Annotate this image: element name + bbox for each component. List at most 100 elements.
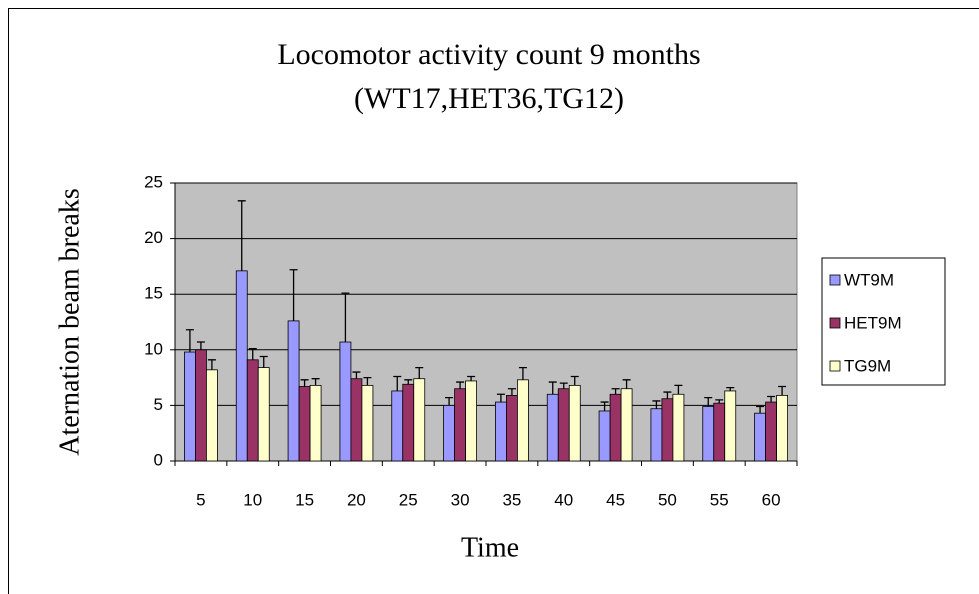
y-tick-label: 25 bbox=[144, 172, 163, 191]
legend-swatch bbox=[829, 274, 841, 286]
error-bar bbox=[300, 379, 309, 387]
error-bar bbox=[715, 399, 724, 404]
error-bar bbox=[185, 329, 194, 353]
legend-box bbox=[821, 257, 946, 386]
error-bar bbox=[456, 381, 465, 389]
bar bbox=[206, 369, 218, 462]
y-tick-label: 0 bbox=[154, 450, 163, 469]
error-bar bbox=[726, 386, 735, 391]
error-bar bbox=[496, 393, 505, 403]
error-bar bbox=[404, 379, 413, 385]
error-bar bbox=[756, 405, 765, 414]
x-tick-label: 55 bbox=[710, 490, 729, 509]
error-bar bbox=[548, 381, 557, 395]
error-bar bbox=[622, 379, 631, 389]
error-bar bbox=[467, 375, 476, 381]
error-bar bbox=[778, 385, 787, 396]
y-axis-title: Aternation beam breaks bbox=[54, 188, 85, 455]
error-bar bbox=[341, 292, 350, 343]
error-bar bbox=[196, 341, 205, 350]
bar bbox=[465, 380, 477, 462]
x-axis-title: Time bbox=[461, 532, 519, 563]
error-bar bbox=[611, 388, 620, 395]
bar bbox=[184, 351, 196, 462]
bar bbox=[713, 402, 726, 462]
bar bbox=[257, 367, 270, 462]
bar bbox=[235, 270, 248, 462]
error-bar bbox=[570, 375, 579, 386]
legend-label: TG9M bbox=[844, 356, 891, 375]
bar bbox=[517, 379, 529, 462]
y-tick-label: 15 bbox=[144, 284, 163, 303]
bar bbox=[454, 388, 466, 462]
y-tick-label: 10 bbox=[144, 339, 163, 358]
x-tick-label: 5 bbox=[196, 490, 205, 509]
chart-title: Locomotor activity count 9 months bbox=[277, 38, 700, 71]
x-tick-label: 60 bbox=[762, 490, 781, 509]
error-bar bbox=[415, 366, 424, 379]
x-tick-label: 25 bbox=[399, 490, 418, 509]
bar bbox=[287, 320, 300, 462]
error-bar bbox=[289, 269, 298, 321]
x-tick-label: 50 bbox=[658, 490, 677, 509]
x-tick-label: 40 bbox=[554, 490, 573, 509]
bar bbox=[776, 394, 788, 462]
error-bar bbox=[663, 391, 672, 399]
bar bbox=[402, 383, 415, 462]
bar bbox=[724, 390, 737, 462]
bar bbox=[506, 394, 518, 462]
bar bbox=[598, 410, 611, 462]
bar bbox=[298, 386, 311, 462]
error-bar bbox=[393, 375, 402, 391]
x-tick-label: 15 bbox=[295, 490, 314, 509]
bar bbox=[546, 393, 559, 462]
bar bbox=[443, 404, 455, 462]
error-bar bbox=[507, 388, 516, 396]
error-bar bbox=[259, 355, 268, 368]
bar bbox=[350, 378, 363, 462]
x-tick-label: 45 bbox=[606, 490, 625, 509]
plot-area bbox=[174, 182, 798, 462]
bar bbox=[309, 384, 322, 462]
bar bbox=[361, 384, 374, 462]
legend-swatch bbox=[829, 317, 841, 329]
x-tick-label: 30 bbox=[451, 490, 470, 509]
bar bbox=[413, 378, 426, 462]
bar bbox=[568, 384, 581, 462]
bar bbox=[650, 408, 663, 462]
x-tick-label: 20 bbox=[347, 490, 366, 509]
bar bbox=[391, 390, 404, 462]
bar bbox=[672, 393, 685, 462]
error-bar bbox=[704, 396, 713, 407]
legend-label: HET9M bbox=[844, 313, 902, 332]
chart-subtitle: (WT17,HET36,TG12) bbox=[354, 82, 624, 115]
error-bar bbox=[352, 371, 361, 379]
bar bbox=[661, 398, 674, 462]
bar bbox=[702, 406, 715, 462]
y-tick-label: 5 bbox=[154, 395, 163, 414]
legend-swatch bbox=[829, 360, 841, 372]
bar bbox=[495, 401, 507, 462]
error-bar bbox=[518, 366, 527, 380]
bar bbox=[339, 341, 352, 462]
error-bar bbox=[237, 200, 246, 271]
bar bbox=[557, 388, 570, 462]
error-bar bbox=[559, 382, 568, 389]
error-bar bbox=[652, 400, 661, 409]
error-bar bbox=[674, 384, 683, 395]
y-tick-label: 20 bbox=[144, 228, 163, 247]
x-tick-label: 35 bbox=[502, 490, 521, 509]
x-tick-label: 10 bbox=[243, 490, 262, 509]
error-bar bbox=[445, 396, 454, 406]
bar bbox=[195, 349, 207, 462]
error-bar bbox=[600, 401, 609, 411]
bar bbox=[609, 393, 622, 462]
bar bbox=[754, 412, 766, 462]
error-bar bbox=[363, 376, 372, 386]
bar bbox=[620, 388, 633, 462]
error-bar bbox=[311, 378, 320, 386]
error-bar bbox=[767, 395, 776, 403]
bar bbox=[246, 359, 259, 462]
bar bbox=[765, 401, 777, 462]
